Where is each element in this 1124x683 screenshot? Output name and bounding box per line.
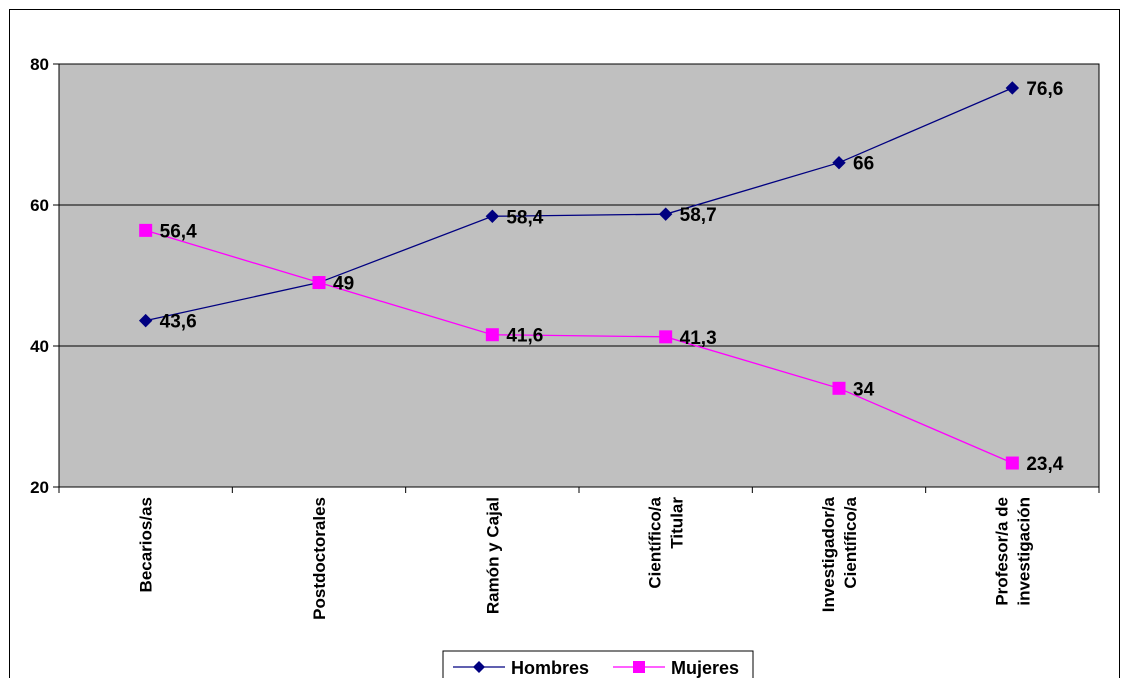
series-line-mujeres [145, 229, 1013, 464]
point-hombres [832, 155, 846, 170]
data-label-hombres: 66 [853, 154, 874, 175]
x-category-label: Profesor/a de [992, 497, 1011, 606]
y-tick-label: 40 [30, 337, 49, 356]
legend-marker-hombres [473, 661, 485, 673]
gridlines [59, 204, 1099, 347]
data-label-hombres: 58,4 [506, 207, 543, 228]
data-label-mujeres: 56,4 [160, 221, 197, 242]
plot-area [58, 63, 1100, 488]
point-hombres [1005, 81, 1020, 95]
data-label-hombres: 58,7 [680, 205, 717, 226]
legend-label-mujeres: Mujeres [671, 658, 739, 678]
data-label-mujeres: 34 [853, 379, 875, 400]
point-mujeres [1005, 456, 1019, 470]
data-labels: 43,6 49 58,4 58,7 66 76,6 56,4 41,6 41,3 34 23,4 [160, 79, 1064, 475]
data-label-mujeres: 41,3 [680, 328, 717, 349]
x-category-label: Investigador/a [819, 496, 838, 612]
series-line-hombres [145, 87, 1013, 322]
x-category-label: Científico/a [646, 496, 665, 588]
x-axis-ticks: Becarios/as Postdoctorales Ramón y Cajal Ci… [58, 487, 1100, 620]
point-hombres [138, 313, 153, 328]
data-label-mujeres: 23,4 [1026, 454, 1063, 475]
data-label-hombres: 76,6 [1026, 79, 1063, 100]
point-mujeres [312, 276, 326, 290]
legend-label-hombres: Hombres [511, 658, 589, 678]
point-hombres [658, 207, 673, 221]
data-label-hombres: 43,6 [160, 312, 197, 333]
point-mujeres [139, 223, 153, 237]
data-label-hombres: 49 [333, 274, 354, 295]
y-tick-label: 80 [30, 55, 49, 74]
point-mujeres [832, 381, 846, 395]
x-category-label: Titular [668, 497, 687, 549]
y-axis-ticks: 20 40 60 80 [30, 55, 59, 497]
y-tick-label: 60 [30, 196, 49, 215]
point-hombres [485, 209, 500, 223]
legend: Hombres Mujeres [442, 650, 754, 683]
y-tick-label: 20 [30, 478, 49, 497]
series-layer [138, 81, 1020, 470]
x-category-label: investigación [1014, 497, 1033, 606]
x-category-label: Científico/a [841, 496, 860, 588]
point-mujeres [485, 328, 499, 342]
legend-marker-mujeres [633, 661, 645, 673]
x-category-label: Becarios/as [137, 497, 156, 592]
x-category-label: Postdoctorales [310, 497, 329, 620]
data-label-mujeres: 41,6 [506, 326, 543, 347]
point-mujeres [659, 330, 673, 344]
x-category-label: Ramón y Cajal [483, 497, 502, 614]
